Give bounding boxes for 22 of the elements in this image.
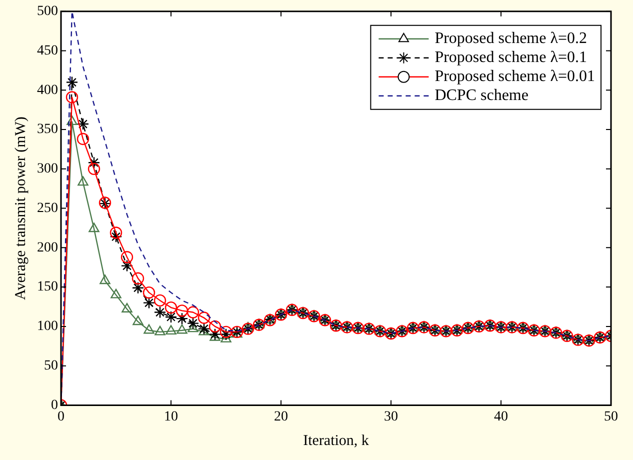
- x-tick-label: 10: [164, 409, 178, 424]
- x-axis-title: Iteration, k: [303, 432, 370, 449]
- x-tick-label: 50: [604, 409, 618, 424]
- y-tick-label: 500: [37, 4, 58, 20]
- y-tick-label: 200: [37, 240, 58, 256]
- y-tick-label: 350: [37, 122, 58, 138]
- legend-label: Proposed scheme λ=0.01: [434, 68, 595, 86]
- legend-label: DCPC scheme: [434, 87, 528, 104]
- y-tick-label: 100: [37, 319, 58, 334]
- x-tick-label: 30: [384, 409, 398, 424]
- legend-label: Proposed scheme λ=0.1: [434, 49, 587, 66]
- y-tick-label: 450: [37, 43, 58, 58]
- y-tick-label: 0: [51, 398, 58, 413]
- y-axis-title: Average transmit power (mW): [12, 116, 29, 300]
- y-tick-label: 250: [37, 200, 58, 216]
- x-tick-label: 20: [274, 409, 288, 424]
- y-tick-label: 400: [37, 82, 58, 98]
- y-tick-label: 50: [44, 358, 58, 374]
- legend-label: Proposed scheme λ=0.2: [434, 30, 587, 48]
- y-tick-label: 300: [37, 162, 58, 177]
- y-tick-label: 150: [37, 280, 58, 295]
- x-tick-label: 40: [494, 409, 508, 424]
